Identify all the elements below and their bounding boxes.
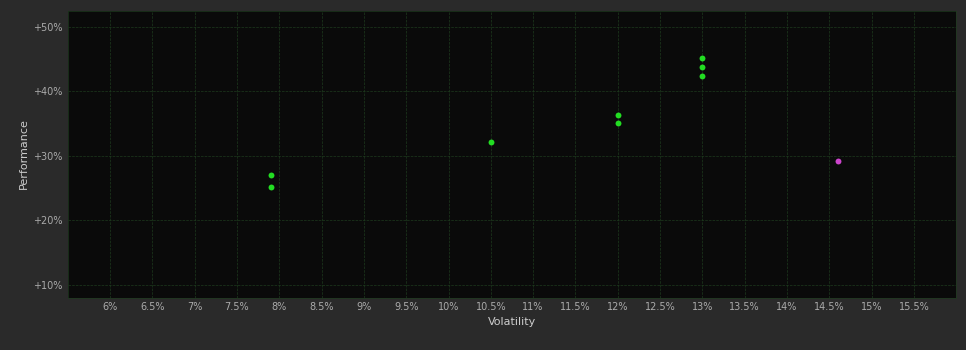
Point bbox=[695, 64, 710, 69]
Y-axis label: Performance: Performance bbox=[19, 119, 29, 189]
Point bbox=[611, 120, 626, 126]
Point bbox=[830, 158, 845, 163]
Point bbox=[483, 139, 498, 145]
Point bbox=[263, 172, 278, 178]
Point bbox=[611, 112, 626, 118]
Point bbox=[695, 55, 710, 61]
Point bbox=[263, 184, 278, 189]
Point bbox=[695, 74, 710, 79]
X-axis label: Volatility: Volatility bbox=[488, 316, 536, 327]
